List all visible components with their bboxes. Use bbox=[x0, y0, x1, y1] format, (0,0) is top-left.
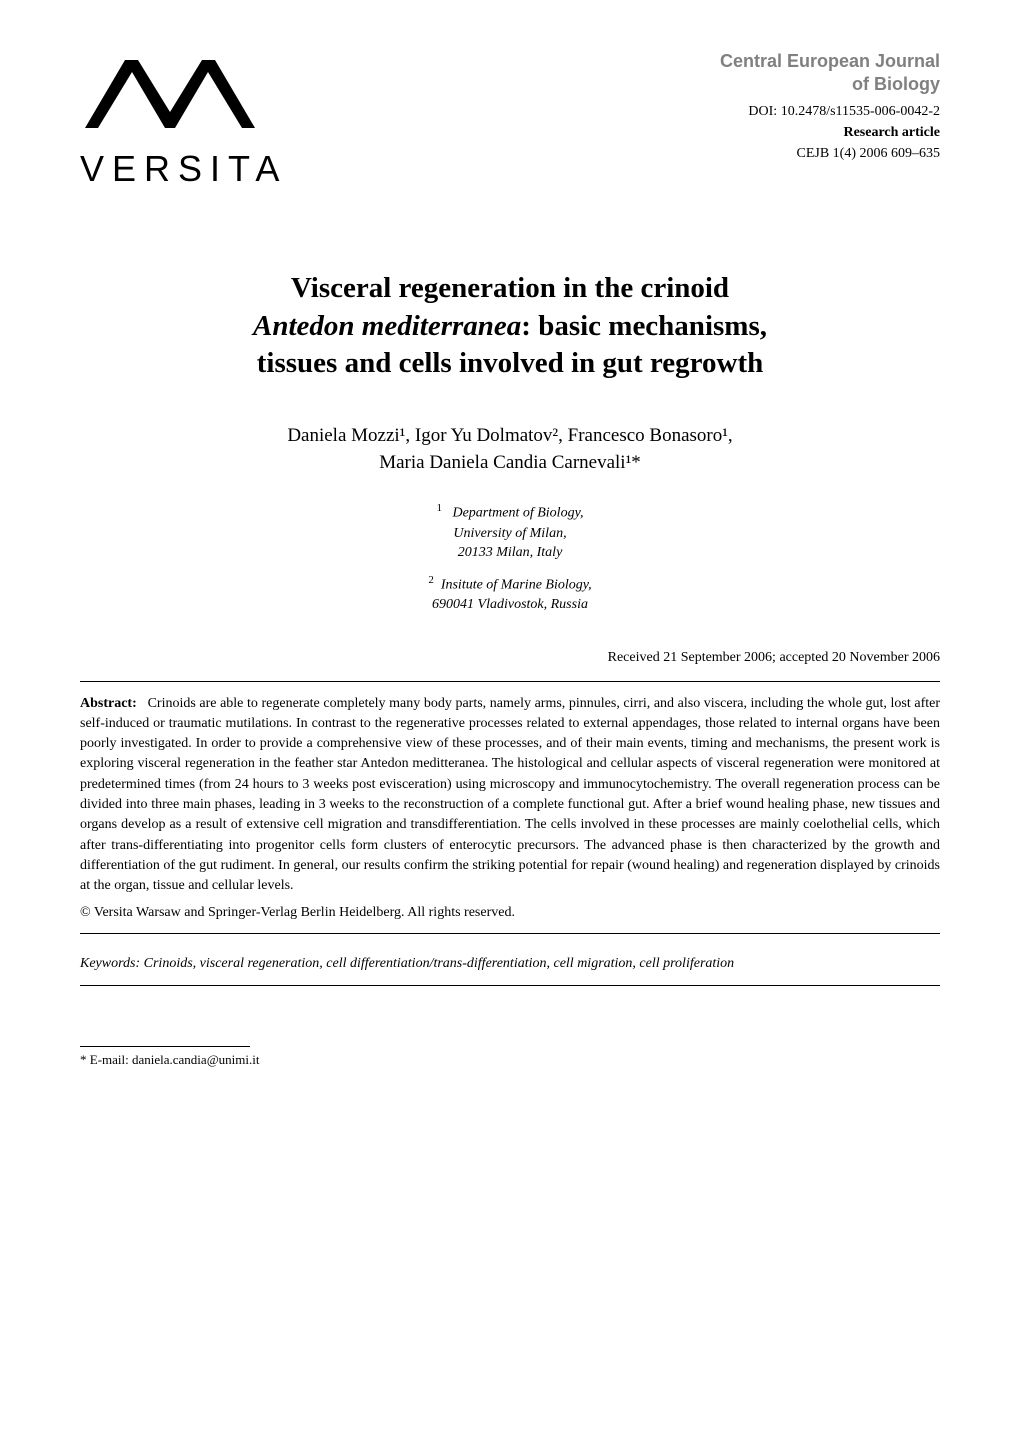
header-row: VERSITA Central European Journal of Biol… bbox=[80, 50, 940, 190]
journal-title: Central European Journal of Biology bbox=[720, 50, 940, 97]
corresponding-email: * E-mail: daniela.candia@unimi.it bbox=[80, 1052, 940, 1068]
publisher-name: VERSITA bbox=[80, 148, 287, 190]
abstract-text: Abstract: Crinoids are able to regenerat… bbox=[80, 694, 940, 897]
issue-info: CEJB 1(4) 2006 609–635 bbox=[720, 143, 940, 164]
article-title: Visceral regeneration in the crinoid Ant… bbox=[80, 270, 940, 383]
footnote-section: * E-mail: daniela.candia@unimi.it bbox=[80, 1046, 940, 1068]
abstract-section: Abstract: Crinoids are able to regenerat… bbox=[80, 681, 940, 934]
keywords-text: Keywords: Crinoids, visceral regeneratio… bbox=[80, 954, 940, 974]
article-type: Research article bbox=[720, 122, 940, 143]
journal-info-block: Central European Journal of Biology DOI:… bbox=[720, 50, 940, 164]
footnote-rule bbox=[80, 1046, 250, 1047]
versita-logo-icon bbox=[80, 50, 260, 140]
received-date: Received 21 September 2006; accepted 20 … bbox=[80, 650, 940, 666]
affiliations-block: 1 Department of Biology, University of M… bbox=[80, 501, 940, 614]
affiliation-2: 2 Insitute of Marine Biology, 690041 Vla… bbox=[80, 573, 940, 615]
doi: DOI: 10.2478/s11535-006-0042-2 bbox=[720, 101, 940, 122]
publisher-logo: VERSITA bbox=[80, 50, 287, 190]
authors-list: Daniela Mozzi¹, Igor Yu Dolmatov², Franc… bbox=[80, 423, 940, 476]
keywords-section: Keywords: Crinoids, visceral regeneratio… bbox=[80, 946, 940, 987]
article-title-block: Visceral regeneration in the crinoid Ant… bbox=[80, 270, 940, 383]
copyright-line: © Versita Warsaw and Springer-Verlag Ber… bbox=[80, 905, 940, 921]
affiliation-1: 1 Department of Biology, University of M… bbox=[80, 501, 940, 562]
abstract-label: Abstract: bbox=[80, 696, 137, 711]
